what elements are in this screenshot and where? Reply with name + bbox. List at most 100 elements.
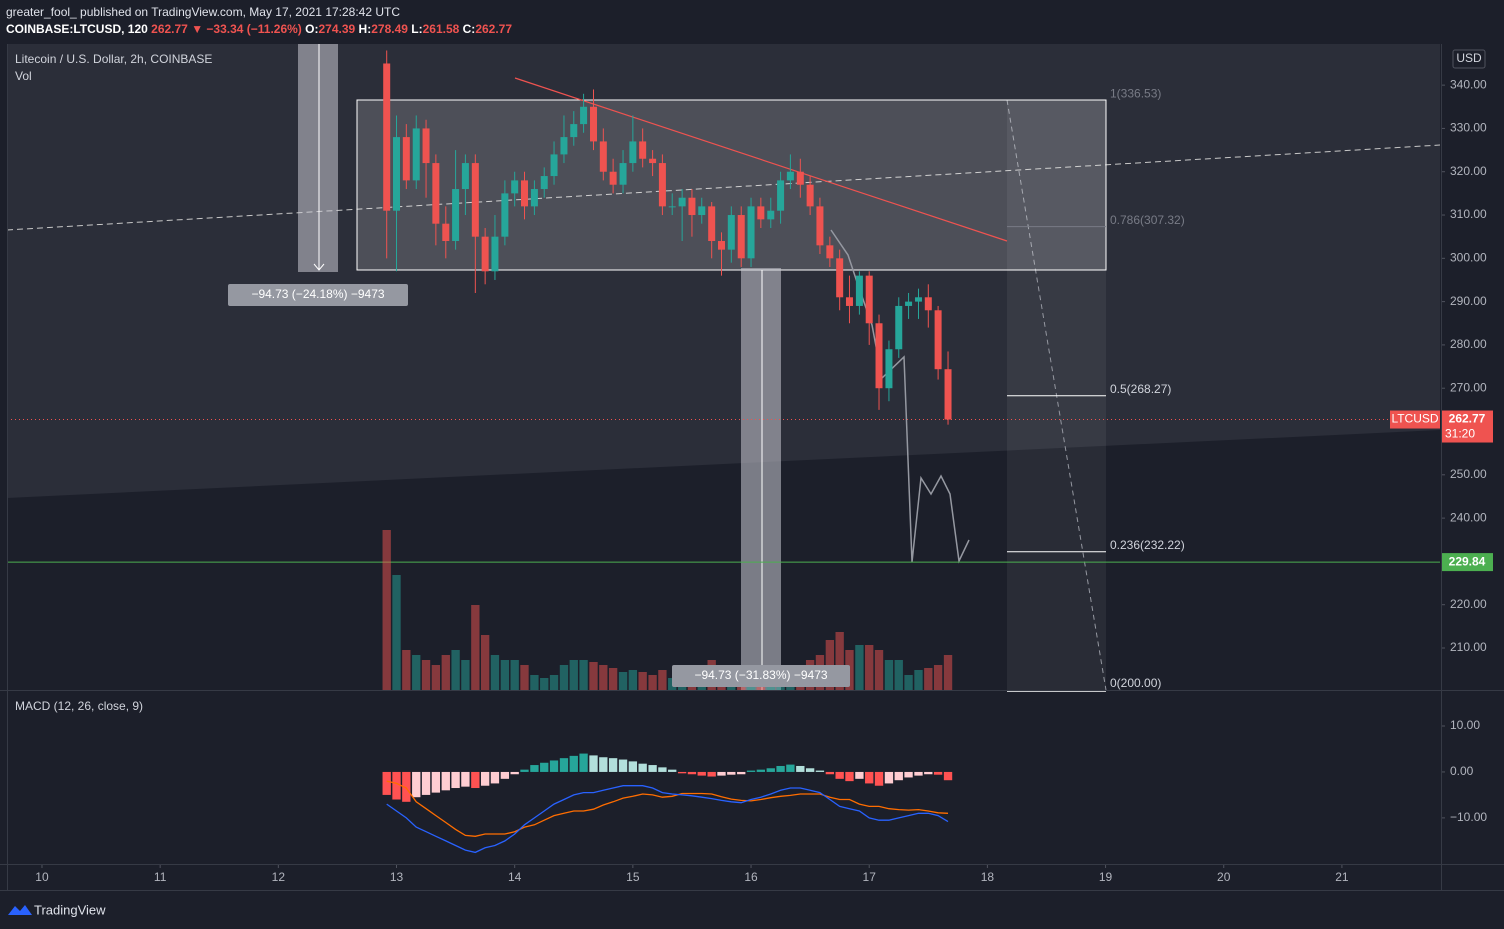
ohlc-label: C:	[462, 22, 476, 36]
candle-body	[580, 106, 588, 125]
candle-body	[885, 349, 893, 389]
candle-body	[658, 163, 666, 207]
x-tick-label: 18	[981, 870, 995, 884]
fib-label: 0.236(232.22)	[1110, 538, 1185, 552]
candle-body	[609, 171, 617, 185]
candle-body	[836, 258, 844, 298]
volume-bar	[865, 645, 874, 690]
x-tick-label: 10	[35, 870, 49, 884]
volume-label: Vol	[15, 69, 32, 83]
candle-body	[442, 223, 450, 242]
macd-histogram-bar	[914, 771, 923, 776]
y-tick-label: 340.00	[1450, 77, 1487, 91]
fib-label: 0(200.00)	[1110, 676, 1161, 690]
y-tick-label: 280.00	[1450, 337, 1487, 351]
candle-body	[481, 236, 489, 272]
macd-histogram-bar	[540, 762, 549, 772]
macd-histogram-bar	[421, 771, 431, 795]
candle-body	[570, 124, 578, 138]
candle-body	[777, 180, 785, 211]
macd-histogram-bar	[599, 757, 608, 772]
macd-histogram-bar	[756, 769, 766, 772]
y-tick-label: 310.00	[1450, 207, 1487, 221]
macd-histogram-bar	[786, 764, 795, 772]
candle-body	[737, 215, 745, 259]
candle-body	[767, 210, 775, 220]
macd-histogram-bar	[461, 771, 470, 787]
candle-body	[914, 297, 922, 302]
macd-histogram-bar	[559, 758, 569, 772]
macd-histogram-bar	[835, 771, 844, 779]
candle-body	[501, 193, 509, 237]
candle-body	[708, 206, 716, 242]
macd-histogram-bar	[746, 770, 756, 772]
volume-bar	[914, 670, 923, 690]
volume-bar	[638, 672, 647, 690]
ohlc-value: 262.77	[475, 22, 513, 36]
measure-label: −94.73 (−24.18%) −9473	[251, 287, 384, 301]
ohlc-value: 261.58	[422, 22, 460, 36]
candle-body	[393, 137, 401, 211]
candle-body	[806, 184, 814, 207]
volume-bar	[933, 665, 943, 690]
level-tag-label: 229.84	[1449, 554, 1486, 568]
volume-bar	[569, 660, 578, 690]
macd-histogram-bar	[520, 769, 529, 772]
macd-histogram-bar	[579, 753, 588, 772]
x-tick-label: 17	[863, 870, 877, 884]
candle-body	[698, 206, 706, 216]
macd-histogram-bar	[727, 771, 736, 775]
ohlc-value: 274.39	[318, 22, 356, 36]
volume-bar	[412, 655, 421, 690]
macd-histogram-bar	[589, 755, 598, 772]
macd-histogram-bar	[933, 771, 943, 775]
volume-bar	[441, 655, 450, 690]
macd-histogram-bar	[697, 771, 706, 776]
macd-histogram-bar	[628, 761, 638, 772]
volume-bar	[924, 668, 933, 690]
x-tick-label: 21	[1335, 870, 1349, 884]
volume-bar	[431, 665, 441, 690]
macd-histogram-bar	[717, 771, 726, 776]
candle-body	[412, 128, 420, 181]
candle-body	[619, 163, 627, 185]
volume-bar	[835, 632, 844, 690]
macd-histogram-bar	[441, 771, 450, 791]
macd-label: MACD (12, 26, close, 9)	[15, 699, 143, 713]
volume-bar	[589, 662, 598, 690]
macd-histogram-bar	[530, 765, 539, 772]
symbol-tag-label: LTCUSD	[1391, 412, 1438, 426]
macd-histogram-bar	[382, 771, 391, 795]
macd-histogram-bar	[392, 771, 401, 800]
macd-histogram-bar	[668, 769, 677, 772]
candle-body	[944, 369, 952, 420]
candle-body	[629, 141, 637, 164]
macd-histogram-bar	[924, 771, 933, 775]
y-tick-label: 240.00	[1450, 510, 1487, 524]
candle-body	[845, 297, 853, 306]
candle-body	[511, 180, 519, 194]
candle-body	[402, 137, 410, 181]
y-tick-label: 270.00	[1450, 380, 1487, 394]
macd-histogram-bar	[451, 771, 460, 789]
volume-bar	[618, 672, 628, 690]
measure-label: −94.73 (−31.83%) −9473	[694, 668, 827, 682]
publisher-line: greater_fool_ published on TradingView.c…	[6, 5, 401, 19]
x-tick-label: 14	[508, 870, 522, 884]
currency-box	[1452, 49, 1486, 69]
change: ▼ −33.34 (−11.26%)	[191, 22, 302, 36]
ohlc-label: L:	[411, 22, 423, 36]
macd-histogram-bar	[776, 765, 785, 772]
candle-body	[727, 215, 735, 250]
volume-bar	[943, 655, 953, 690]
candle-body	[560, 137, 568, 155]
candle-body	[826, 245, 834, 259]
x-tick-label: 15	[626, 870, 640, 884]
macd-histogram-bar	[766, 768, 775, 772]
macd-histogram-bar	[490, 771, 500, 784]
ohlc-label: O:	[305, 22, 319, 36]
candle-body	[461, 163, 469, 190]
candle-body	[934, 310, 942, 370]
